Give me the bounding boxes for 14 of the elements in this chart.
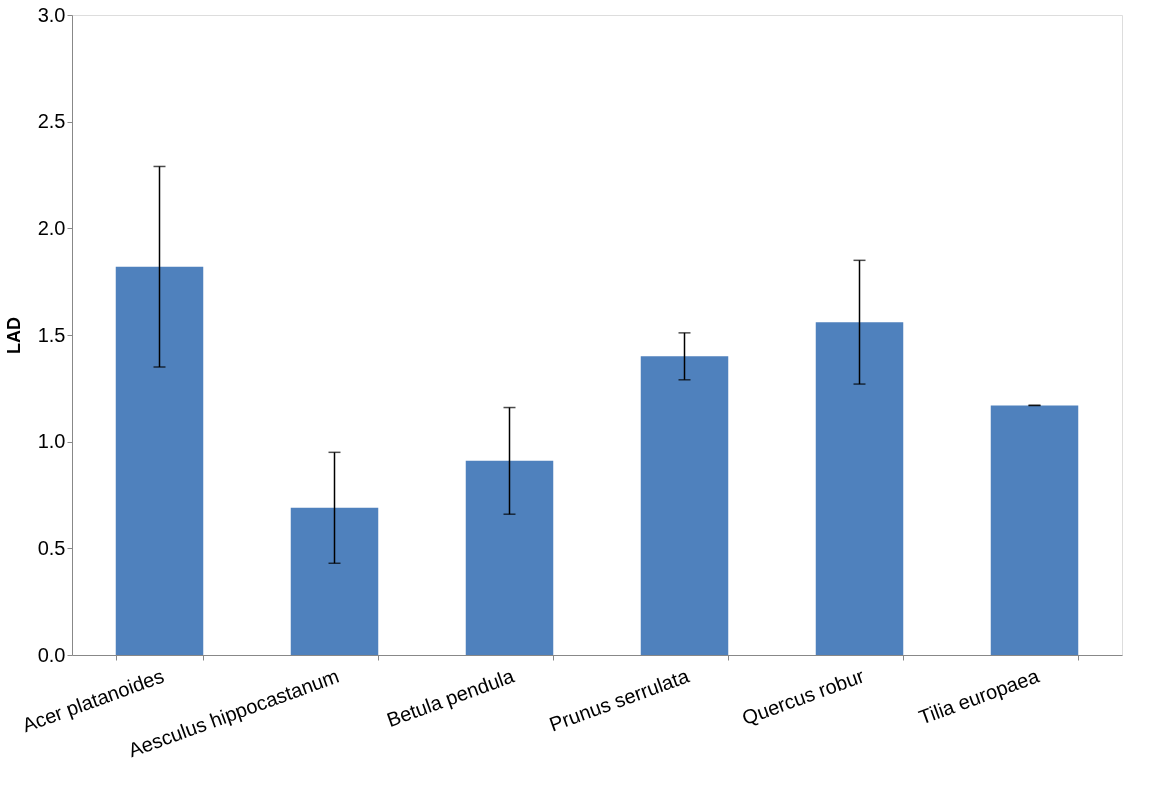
y-tick-label: 2.0	[37, 216, 66, 239]
bar	[990, 405, 1079, 655]
bar	[115, 266, 204, 655]
y-tick-label: 0.5	[37, 536, 66, 559]
y-tick-label: 0.0	[37, 643, 66, 666]
bar	[640, 356, 729, 655]
bar	[465, 460, 554, 655]
y-tick-label: 2.5	[37, 110, 66, 133]
y-tick-label: 1.0	[37, 430, 66, 453]
y-tick-label: 1.5	[37, 323, 66, 346]
y-tick-label: 3.0	[37, 3, 66, 26]
bar	[815, 322, 904, 655]
bar	[290, 507, 379, 655]
y-axis-title: LAD	[3, 317, 24, 354]
